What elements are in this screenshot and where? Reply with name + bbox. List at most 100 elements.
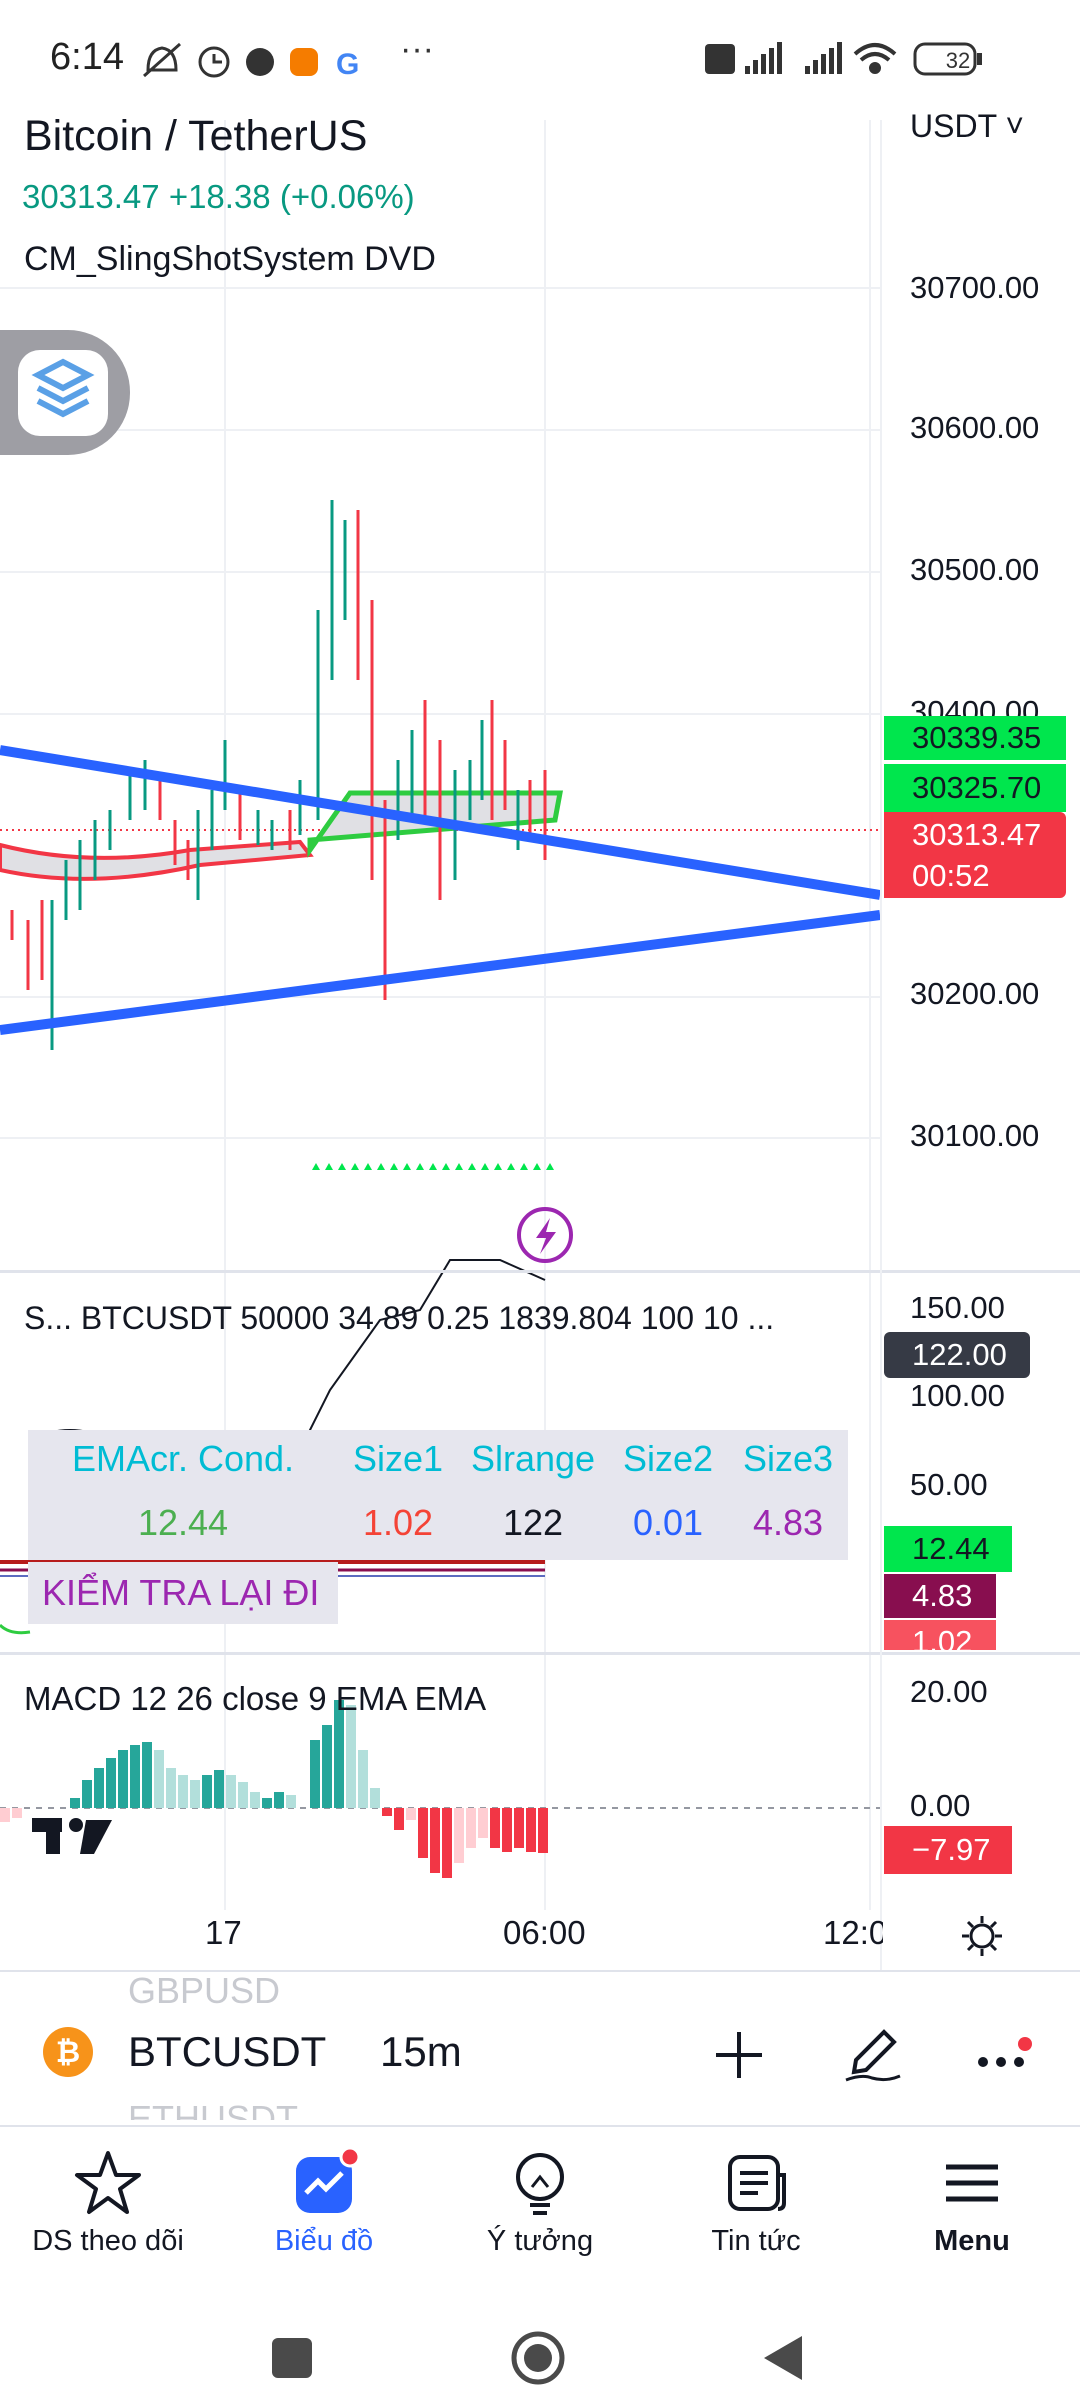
- macd-axis-tick: 0.00: [910, 1788, 971, 1823]
- svg-text:G: G: [336, 48, 359, 81]
- change-percent: (+0.06%): [279, 178, 415, 215]
- osc-value-tag: 1.02: [884, 1620, 996, 1650]
- nav-label: Menu: [934, 2225, 1010, 2257]
- table-header: Size2: [622, 1438, 714, 1479]
- back-icon[interactable]: [762, 2334, 804, 2382]
- pane-separator[interactable]: [0, 1270, 1080, 1273]
- add-plus-icon[interactable]: [712, 2028, 766, 2082]
- nav-menu[interactable]: Menu: [864, 2127, 1080, 2297]
- indicator-table: EMAcr. Cond. Size1 Slrange Size2 Size3 1…: [28, 1430, 848, 1560]
- price-axis-tick: 30600.00: [910, 410, 1040, 445]
- home-icon[interactable]: [510, 2330, 566, 2386]
- last-price-tag-value: 30313.47: [912, 817, 1042, 852]
- signal-icon: [745, 42, 782, 74]
- osc-axis-tick: 100.00: [910, 1378, 1005, 1413]
- time-axis-label: 06:00: [503, 1914, 586, 1951]
- osc-value-tag: 12.44: [884, 1526, 1012, 1572]
- table-header: Size1: [352, 1438, 444, 1479]
- osc-axis-tick: 150.00: [910, 1290, 1005, 1325]
- chart-canvas[interactable]: [0, 120, 1080, 1910]
- quote-currency-button[interactable]: USDT ˅: [910, 108, 1025, 144]
- signal-icon-2: [805, 42, 842, 74]
- more-options-icon[interactable]: [975, 2036, 1035, 2076]
- price-axis-tick: 30100.00: [910, 1118, 1040, 1153]
- system-status-icons: [705, 42, 982, 76]
- table-header: Slrange: [470, 1438, 596, 1479]
- lightning-icon: [517, 1207, 573, 1263]
- osc-value-tag: 122.00: [884, 1332, 1030, 1378]
- nav-watchlist[interactable]: DS theo dõi: [0, 2127, 216, 2297]
- alarm-icon: [198, 46, 230, 78]
- news-icon: [728, 2155, 786, 2211]
- google-icon: G: [336, 48, 359, 81]
- indicator-label[interactable]: CM_SlingShotSystem DVD: [24, 240, 436, 278]
- symbol-toolbar: GBPUSD ETHUSDT ₿ BTCUSDT 15m: [0, 1970, 1080, 2120]
- last-price-tag: 30313.47 00:52: [884, 812, 1066, 898]
- nav-chart[interactable]: Biểu đồ: [216, 2127, 432, 2297]
- svg-text:₿: ₿: [56, 2036, 80, 2069]
- price-tag: 30325.70: [884, 764, 1066, 812]
- countdown-timer: 00:52: [912, 858, 990, 893]
- nav-label: Ý tưởng: [486, 2225, 594, 2257]
- oscillator-label[interactable]: S... BTCUSDT 50000 34 89 0.25 1839.804 1…: [24, 1300, 775, 1336]
- status-bar: 6:14 G ··· 32: [0, 0, 1080, 120]
- price-change-line: 30313.47 +18.38 (+0.06%): [22, 178, 415, 216]
- wifi-icon: [853, 43, 897, 74]
- notification-icons: G: [143, 42, 359, 81]
- time-axis-label: 17: [205, 1914, 242, 1951]
- layers-icon: [18, 350, 108, 436]
- macd-label[interactable]: MACD 12 26 close 9 EMA EMA: [24, 1680, 487, 1717]
- nav-label: DS theo dõi: [32, 2225, 184, 2257]
- mute-bell-icon: [143, 42, 181, 78]
- price-axis-tick: 30200.00: [910, 976, 1040, 1011]
- table-header: Size3: [742, 1438, 834, 1479]
- recent-apps-icon[interactable]: [270, 2336, 314, 2380]
- price-tag: 30339.35: [884, 716, 1066, 760]
- osc-value-tag: 4.83: [884, 1574, 996, 1618]
- nav-ideas[interactable]: Ý tưởng: [432, 2127, 648, 2297]
- price-axis-tick: 30700.00: [910, 270, 1040, 305]
- nav-label: Tin tức: [711, 2225, 801, 2257]
- star-icon: [75, 2151, 141, 2214]
- macd-axis-tick: 20.00: [910, 1674, 988, 1709]
- table-cell: 1.02: [362, 1502, 434, 1543]
- signal-markers: [312, 1163, 554, 1170]
- system-navigation-bar: [0, 2300, 1080, 2400]
- change-value: +18.38: [168, 178, 271, 215]
- macd-histogram: [0, 1700, 548, 1878]
- candlesticks: [10, 500, 547, 1050]
- table-cell: 12.44: [137, 1502, 229, 1543]
- settings-gear-icon[interactable]: [958, 1912, 1006, 1960]
- symbol-title[interactable]: Bitcoin / TetherUS: [24, 112, 368, 160]
- nav-news[interactable]: Tin tức: [648, 2127, 864, 2297]
- drawing-pen-icon[interactable]: [842, 2022, 904, 2084]
- trendline-lower: [0, 910, 881, 1035]
- warning-label: KIỂM TRA LẠI ĐI: [28, 1562, 338, 1624]
- floating-assistant-button[interactable]: [0, 330, 130, 455]
- symbol-button[interactable]: BTCUSDT: [128, 2028, 327, 2075]
- battery-icon: [913, 42, 977, 76]
- chart-icon: [296, 2146, 361, 2213]
- more-dots-icon: ···: [400, 30, 434, 68]
- macd-value-tag: −7.97: [884, 1826, 1012, 1874]
- pane-separator[interactable]: [0, 1652, 1080, 1655]
- table-cell: 4.83: [752, 1502, 824, 1543]
- lightbulb-icon: [516, 2153, 564, 2215]
- battery-level: 32: [945, 48, 971, 73]
- app-icon-orange: [290, 48, 318, 76]
- table-cell: 0.01: [632, 1502, 704, 1543]
- status-time: 6:14: [50, 36, 124, 78]
- trendline-upper: [0, 745, 881, 900]
- table-cell: 122: [502, 1502, 564, 1543]
- time-axis-label: 12:0: [823, 1914, 883, 1951]
- last-price: 30313.47: [22, 178, 160, 215]
- bitcoin-icon: ₿: [43, 2027, 93, 2077]
- volte-icon: [705, 44, 735, 74]
- price-axis-tick: 30500.00: [910, 552, 1040, 587]
- ghost-symbol-below: ETHUSDT: [128, 2098, 298, 2120]
- osc-axis-tick: 50.00: [910, 1467, 988, 1502]
- hamburger-icon: [946, 2164, 998, 2202]
- interval-button[interactable]: 15m: [380, 2028, 462, 2075]
- ghost-symbol-above: GBPUSD: [128, 1970, 281, 2004]
- bottom-navigation: DS theo dõi Biểu đồ Ý tưởng Tin tức Menu: [0, 2125, 1080, 2297]
